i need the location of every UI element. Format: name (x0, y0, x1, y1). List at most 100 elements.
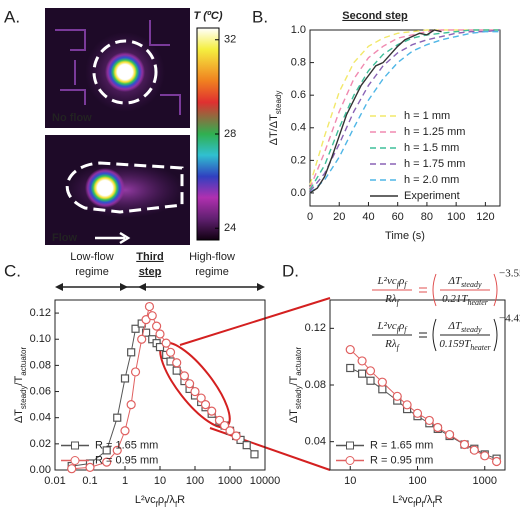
equation-part: f (397, 343, 401, 352)
y-axis-label: ΔTsteady/Tactuator (288, 346, 303, 423)
y-axis-label-part: /T (13, 375, 25, 385)
y-tick-label: 1.0 (291, 24, 306, 36)
marker (67, 464, 77, 474)
marker (126, 400, 136, 410)
equation-part: L²vc (377, 320, 397, 332)
legend-label: h = 2.0 mm (404, 174, 459, 186)
equation-part: L²vc (377, 275, 397, 287)
marker (378, 385, 387, 394)
annotation: High-flow (189, 251, 235, 263)
legend-marker (345, 456, 355, 465)
marker (102, 457, 112, 467)
legend-label: R = 1.65 mm (370, 439, 433, 451)
y-tick-label: 0.04 (305, 436, 326, 448)
legend-label: h = 1 mm (404, 110, 450, 122)
marker (102, 446, 111, 455)
equation-part: steady (461, 280, 482, 289)
x-axis-label: Time (s) (385, 230, 425, 242)
marker (357, 369, 367, 378)
x-tick-label: 100 (408, 475, 426, 487)
paren (432, 273, 498, 307)
marker (190, 386, 200, 397)
x-tick-label: 0.01 (44, 475, 65, 487)
marker (127, 348, 136, 357)
panel-label: B. (252, 7, 268, 26)
equation-text: Rλf (384, 293, 400, 308)
equation-part: 0.159T (439, 338, 471, 350)
legend-label: h = 1.75 mm (404, 158, 465, 170)
marker (137, 334, 147, 344)
x-axis-label: L²vcfρf/λfR (392, 494, 442, 509)
exponent: −3.55 (499, 268, 520, 280)
marker (196, 393, 206, 403)
marker (491, 456, 502, 467)
y-tick-label: 0.08 (30, 359, 51, 371)
equation-part: steady (461, 325, 482, 334)
equation-part: f (404, 280, 408, 289)
legend-label: R = 0.95 mm (370, 454, 433, 466)
x-axis-label-part: R (177, 494, 185, 506)
annotation: step (139, 266, 162, 278)
marker (112, 445, 122, 455)
series-line (309, 30, 500, 194)
y-axis-label-part: ΔT (13, 409, 25, 423)
marker (130, 367, 141, 377)
equation-text: ΔTsteady (447, 320, 481, 335)
series-line (309, 29, 500, 191)
marker (219, 420, 230, 431)
y-tick-label: 0.04 (30, 412, 51, 424)
marker (346, 363, 355, 373)
marker (131, 324, 140, 333)
thermal-image-flow (45, 135, 190, 245)
equation-part: Rλ (384, 293, 397, 305)
marker (172, 366, 181, 375)
y-tick-label: 0.12 (305, 322, 326, 334)
colorbar-tick-label: 28 (224, 128, 236, 140)
x-axis-label-part: /λ (166, 494, 175, 506)
y-tick-label: 0.12 (30, 307, 51, 319)
equation-part: ΔT (447, 320, 461, 332)
legend-label: h = 1.5 mm (404, 142, 459, 154)
x-tick-label: 1000 (473, 475, 497, 487)
marker (469, 445, 479, 455)
y-tick-label: 0.02 (30, 438, 51, 450)
x-axis-label-part: f (164, 500, 167, 509)
marker (207, 406, 217, 416)
x-axis-label-part: /λ (424, 494, 433, 506)
marker (231, 431, 241, 441)
y-axis-label-part: steady (19, 386, 28, 410)
y-axis-label: ΔT/ΔTsteady (268, 91, 283, 146)
marker (155, 342, 165, 352)
marker (184, 379, 195, 389)
x-axis-label-part: f (422, 500, 425, 509)
marker (402, 400, 412, 410)
x-tick-label: 80 (421, 211, 433, 223)
panel-label: D. (282, 261, 299, 280)
marker (366, 376, 375, 385)
equation-part: ρ (398, 320, 404, 332)
equation-part: f (397, 280, 401, 289)
x-tick-label: 0 (307, 211, 313, 223)
marker (155, 329, 165, 339)
equation-part: 0.21T (442, 293, 468, 305)
marker (165, 347, 176, 357)
x-tick-label: 100 (186, 475, 204, 487)
y-axis-label-part: actuator (294, 346, 303, 375)
y-axis-label: ΔTsteady/Tactuator (13, 346, 28, 423)
y-axis-label-part: steady (294, 386, 303, 410)
plot-frame (309, 29, 501, 207)
marker (161, 338, 171, 348)
marker (179, 371, 190, 381)
equation-part: ΔT (447, 275, 461, 287)
marker (480, 451, 490, 461)
chart-title: Second step (342, 10, 408, 22)
regime-arrows (55, 283, 265, 291)
thermal-image-no-flow (45, 8, 190, 128)
annotation: regime (75, 266, 109, 278)
equation-text: Rλf (384, 338, 400, 353)
annotation: Third (136, 251, 164, 263)
marker (459, 439, 470, 450)
y-tick-label: 0.10 (30, 333, 51, 345)
x-tick-label: 120 (476, 211, 494, 223)
